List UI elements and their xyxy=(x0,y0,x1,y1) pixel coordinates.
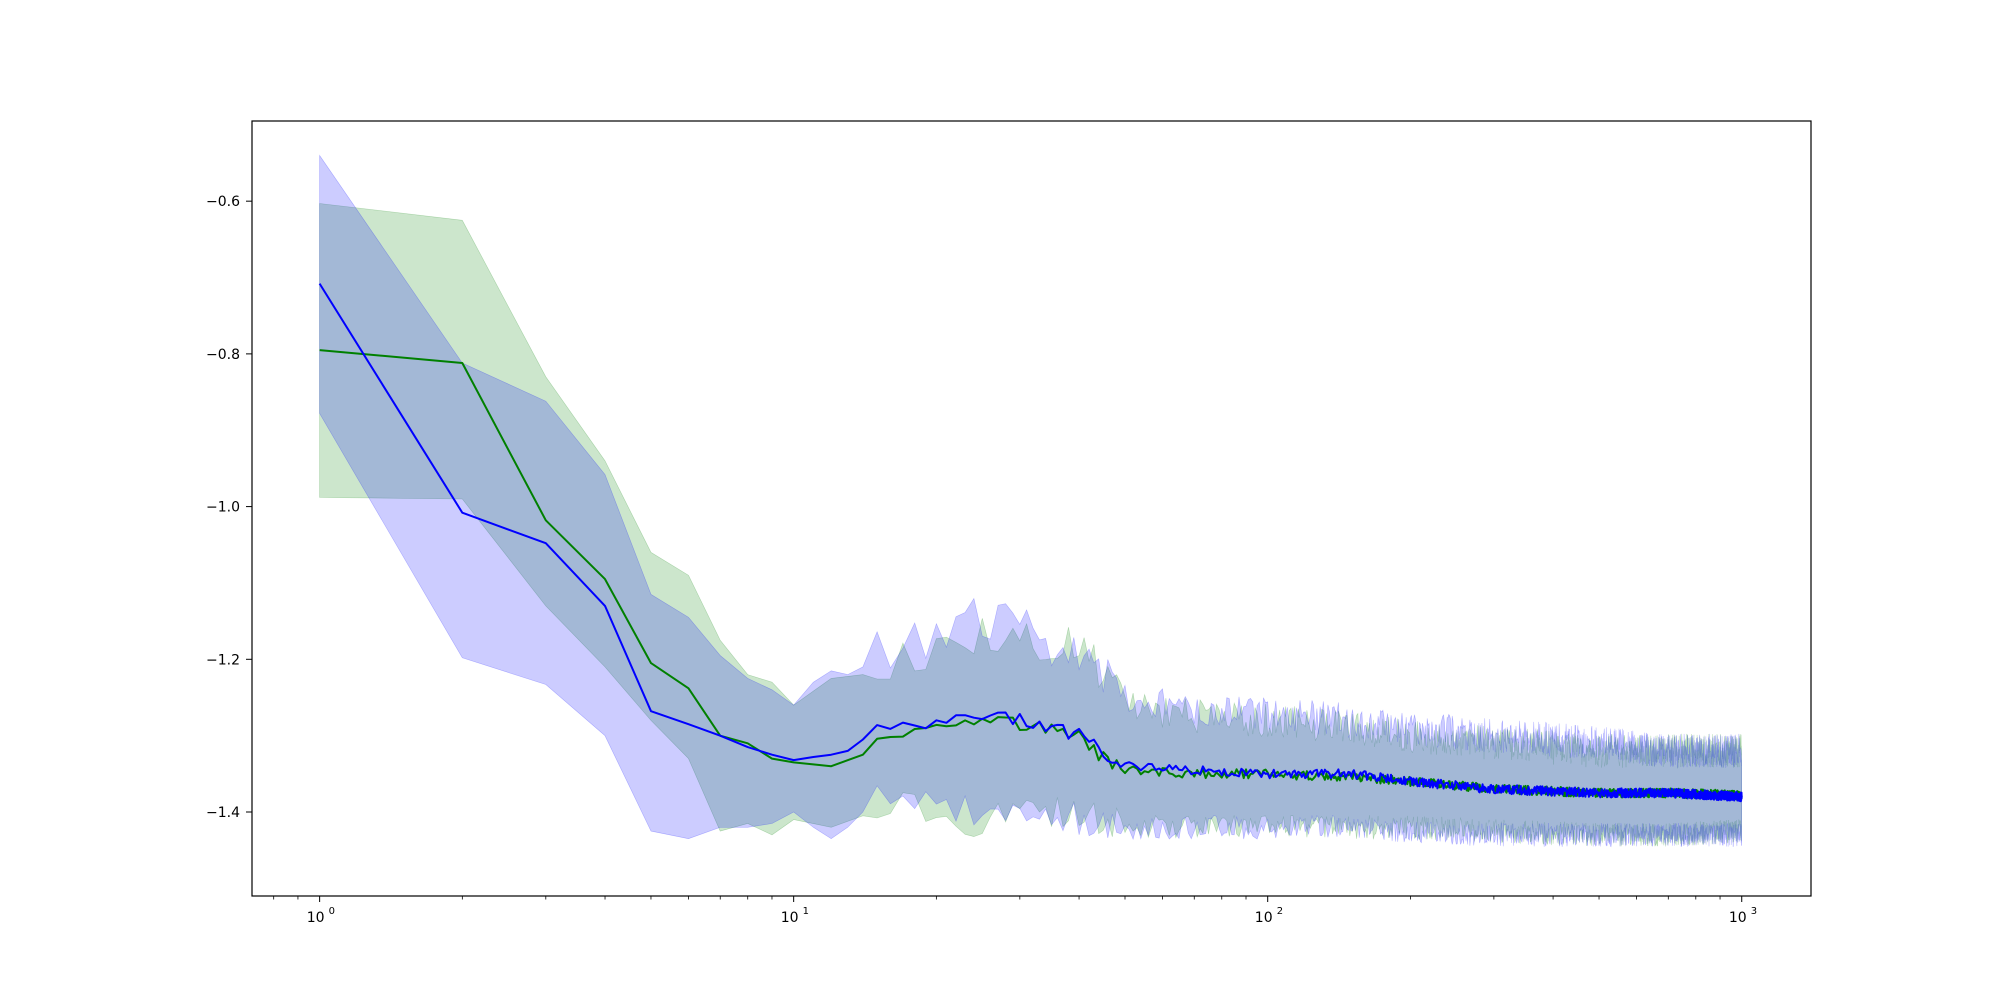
x-tick-label-exponent: 3 xyxy=(1751,906,1757,917)
y-tick-label: −0.6 xyxy=(206,194,240,210)
y-tick-label: −1.2 xyxy=(206,652,240,668)
series-lines xyxy=(318,283,1743,803)
confidence-bands xyxy=(319,154,1742,848)
x-tick-label: 10 xyxy=(1729,910,1747,926)
y-axis: −0.6 −0.8 −1.0 −1.2 −1.4 xyxy=(206,194,252,821)
confidence-band-2 xyxy=(319,154,1742,848)
y-tick-label: −1.0 xyxy=(206,500,240,516)
plot-frame xyxy=(251,120,1812,897)
x-tick-label: 10 xyxy=(1255,910,1273,926)
confidence-band-1 xyxy=(319,203,1742,847)
y-tick-label: −1.4 xyxy=(206,805,240,821)
series-line-2 xyxy=(318,283,1743,803)
y-tick-label: −0.8 xyxy=(206,347,240,363)
x-tick-label-exponent: 0 xyxy=(329,906,335,917)
x-tick-label: 10 xyxy=(781,910,799,926)
x-tick-label-exponent: 2 xyxy=(1277,906,1283,917)
x-axis: 10 0 10 1 10 2 10 3 xyxy=(273,896,1757,926)
x-tick-label: 10 xyxy=(307,910,325,926)
x-tick-label-exponent: 1 xyxy=(803,906,809,917)
